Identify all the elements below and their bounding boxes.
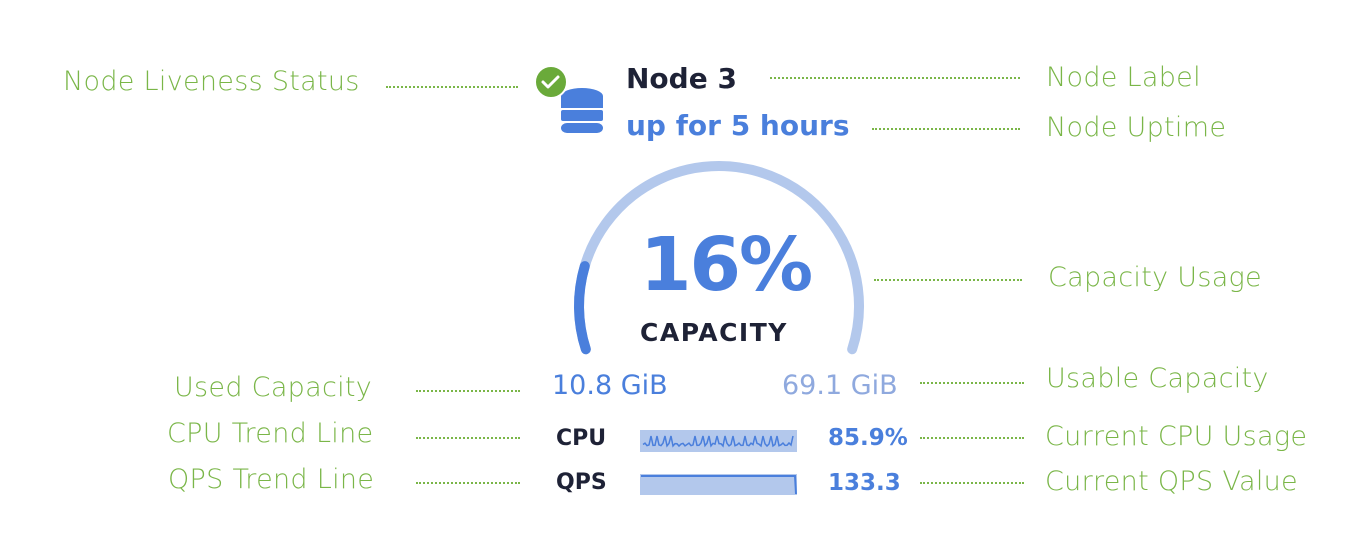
leader-label (770, 77, 1020, 79)
leader-cpu-current (920, 437, 1024, 439)
leader-liveness (386, 86, 518, 88)
cpu-value: 85.9% (828, 425, 908, 451)
cpu-sparkline (640, 430, 797, 452)
leader-uptime (872, 128, 1020, 130)
qps-value: 133.3 (828, 470, 901, 496)
leader-usable (920, 382, 1024, 384)
annotation-cpu-current: Current CPU Usage (1045, 421, 1308, 452)
node-label: Node 3 (626, 62, 737, 95)
annotation-cpu-trend: CPU Trend Line (167, 418, 374, 449)
leader-capacity (874, 279, 1022, 281)
annotation-qps-current: Current QPS Value (1045, 466, 1298, 497)
annotation-qps-trend: QPS Trend Line (168, 464, 375, 495)
cpu-label: CPU (556, 426, 607, 451)
annotation-liveness: Node Liveness Status (63, 66, 360, 97)
check-circle-icon (534, 65, 568, 99)
annotation-usable-capacity: Usable Capacity (1046, 363, 1269, 394)
used-capacity: 10.8 GiB (552, 370, 668, 401)
capacity-gauge-fill (574, 261, 591, 355)
annotation-used-capacity: Used Capacity (174, 372, 373, 403)
leader-qps-current (920, 482, 1024, 484)
capacity-label: CAPACITY (640, 318, 788, 347)
usable-capacity: 69.1 GiB (782, 370, 898, 401)
annotation-label: Node Label (1046, 62, 1201, 93)
capacity-percent: 16% (640, 222, 813, 308)
qps-label: QPS (556, 470, 607, 495)
node-uptime: up for 5 hours (626, 109, 850, 142)
leader-used (416, 390, 520, 392)
annotation-uptime: Node Uptime (1046, 112, 1227, 143)
database-icon (561, 88, 603, 133)
leader-cpu-trend (416, 437, 520, 439)
leader-qps-trend (416, 482, 520, 484)
annotation-capacity-usage: Capacity Usage (1048, 262, 1262, 293)
qps-sparkline (640, 474, 797, 495)
